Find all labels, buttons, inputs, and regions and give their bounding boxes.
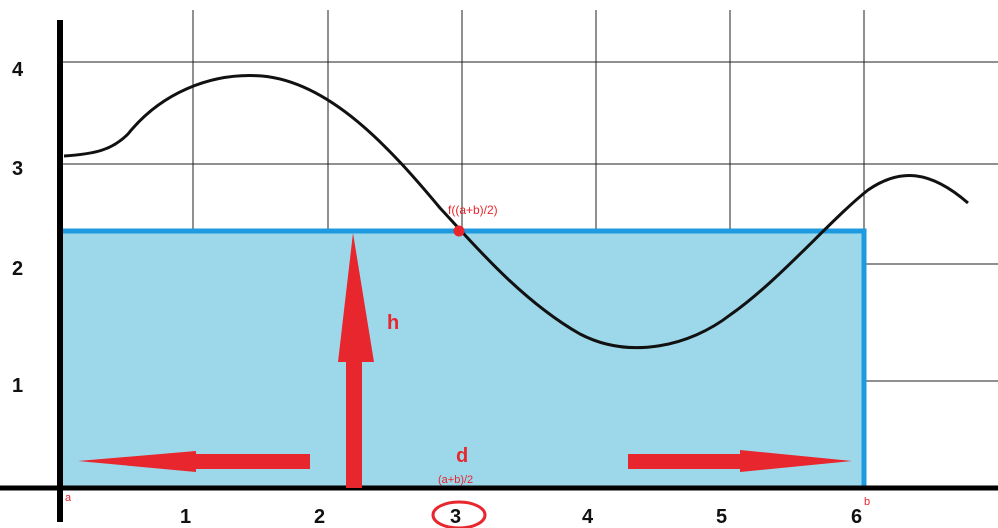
height-arrow xyxy=(338,233,374,488)
highlight-circle xyxy=(431,500,487,528)
x-tick-label: 4 xyxy=(582,506,594,528)
x-tick-label: 6 xyxy=(851,506,862,528)
a-label: a xyxy=(65,492,72,504)
function-curve xyxy=(63,74,969,350)
width-label: d xyxy=(456,445,468,467)
height-label: h xyxy=(387,312,399,334)
y-tick-label: 1 xyxy=(12,375,23,397)
x-tick-label: 3 xyxy=(450,506,461,528)
y-tick-label: 3 xyxy=(12,158,23,180)
y-tick-label: 4 xyxy=(12,59,24,81)
x-tick-label: 5 xyxy=(716,506,727,528)
x-tick-label: 2 xyxy=(314,506,325,528)
y-tick-label: 2 xyxy=(12,258,23,280)
width-arrow-left xyxy=(78,451,310,472)
b-label: b xyxy=(864,496,870,508)
midpoint-dot xyxy=(453,225,465,237)
width-arrow-right xyxy=(628,450,852,472)
midpoint-label: (a+b)/2 xyxy=(438,474,473,486)
point-label: f((a+b)/2) xyxy=(448,203,498,217)
x-tick-label: 1 xyxy=(180,506,191,528)
